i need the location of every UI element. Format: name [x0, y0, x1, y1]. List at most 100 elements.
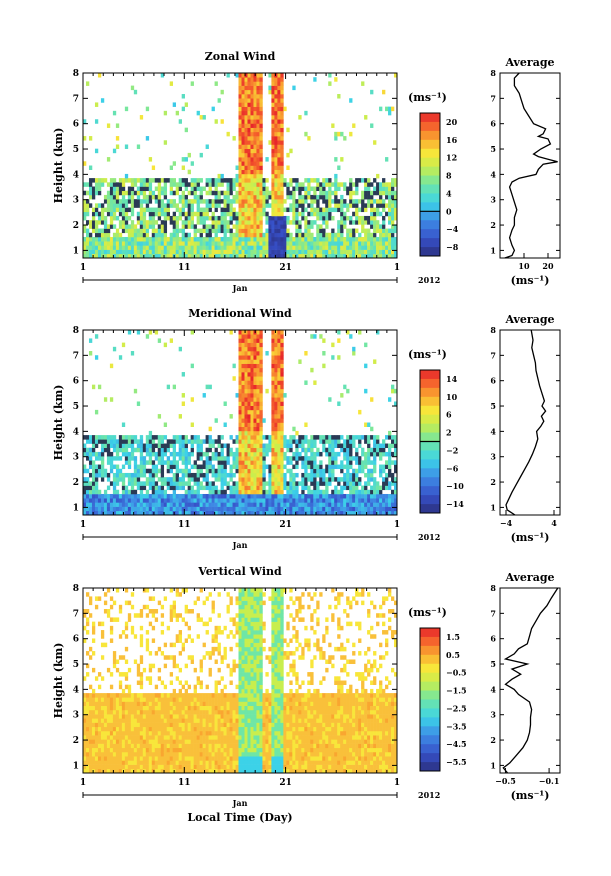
profile-y-tick-label: 5 — [490, 659, 496, 669]
colorbar-segment — [420, 762, 440, 772]
profile-y-tick-label: 5 — [490, 144, 496, 154]
month-label: Jan — [232, 540, 248, 550]
colorbar-segment — [420, 459, 440, 469]
panel-title: Vertical Wind — [197, 565, 282, 578]
profile-y-tick-label: 7 — [490, 350, 496, 360]
y-tick-label: 4 — [73, 170, 79, 180]
colorbar-tick-label: −2 — [446, 445, 458, 455]
y-tick-label: 6 — [73, 377, 79, 387]
x-tick-label: 1 — [80, 263, 86, 273]
colorbar-segment — [420, 387, 440, 398]
y-tick-label: 1 — [73, 246, 79, 256]
profile-x-tick-label: 20 — [542, 261, 554, 271]
x-tick-label: 11 — [178, 263, 191, 273]
y-axis-label: Height (km) — [52, 385, 65, 461]
y-tick-label: 5 — [73, 145, 79, 155]
colorbar: (ms⁻¹) 1.5 0.5 −0.5 −1.5 −2.5 −3.5 −4.5 −5.5 — [408, 606, 467, 772]
colorbar-segment — [420, 370, 440, 380]
y-tick-label: 5 — [73, 402, 79, 412]
colorbar-segment — [420, 378, 440, 389]
profile-y-tick-label: 3 — [490, 710, 496, 720]
colorbar-segment — [420, 148, 440, 159]
profile-y-tick-label: 5 — [490, 401, 496, 411]
colorbar-segment — [420, 477, 440, 487]
colorbar-segment — [420, 486, 440, 496]
colorbar-tick-label: 10 — [446, 392, 458, 402]
y-tick-label: 1 — [73, 503, 79, 513]
x-tick-label: 11 — [178, 520, 191, 530]
colorbar-segment — [420, 708, 440, 718]
colorbar-segment — [420, 726, 440, 736]
colorbar-segment — [420, 238, 440, 248]
profile-y-tick-label: 6 — [490, 376, 496, 386]
profile-x-tick-label: 4 — [551, 518, 557, 528]
colorbar-tick-label: −3.5 — [446, 721, 467, 731]
profile-x-label: (ms⁻¹) — [511, 789, 550, 802]
y-tick-label: 7 — [73, 94, 79, 104]
plot-frame — [82, 329, 398, 516]
year-label: 2012 — [418, 532, 440, 542]
x-tick-label: 11 — [178, 778, 191, 788]
colorbar: (ms⁻¹) 20 16 12 8 4 0 −4 −8 — [408, 91, 459, 257]
colorbar-segment — [420, 405, 440, 416]
heatmap-field — [83, 588, 398, 774]
profile-y-tick-label: 4 — [490, 426, 496, 436]
colorbar-segment — [420, 414, 440, 425]
colorbar-tick-label: 16 — [446, 135, 458, 145]
panel-title: Meridional Wind — [188, 307, 292, 320]
colorbar-segment — [420, 184, 440, 194]
profile-y-tick-label: 1 — [490, 245, 496, 255]
profile-x-tick-label: −0.1 — [539, 776, 560, 786]
plot-frame — [82, 587, 398, 774]
x-tick-label: 1 — [394, 520, 400, 530]
profile-y-tick-label: 1 — [490, 502, 496, 512]
profile-title: Average — [504, 571, 554, 584]
profile-frame — [499, 72, 561, 259]
y-tick-label: 2 — [73, 221, 79, 231]
colorbar-unit: (ms⁻¹) — [408, 348, 447, 361]
panel-title: Zonal Wind — [205, 50, 276, 63]
plot-frame — [82, 72, 398, 259]
profile-x-label: (ms⁻¹) — [511, 531, 550, 544]
colorbar-segment — [420, 654, 440, 665]
colorbar-tick-label: 6 — [446, 410, 452, 420]
colorbar-segment — [420, 130, 440, 141]
profile-title: Average — [504, 313, 554, 326]
colorbar-tick-label: 14 — [446, 374, 458, 384]
colorbar-tick-label: −1.5 — [446, 686, 467, 696]
colorbar-segment — [420, 504, 440, 514]
colorbar-tick-label: −4.5 — [446, 739, 467, 749]
profile-x-label: (ms⁻¹) — [511, 274, 550, 287]
colorbar-tick-label: −4 — [446, 224, 459, 234]
colorbar-segment — [420, 468, 440, 478]
y-tick-label: 6 — [73, 120, 79, 130]
profile-y-tick-label: 6 — [490, 634, 496, 644]
colorbar-segment — [420, 645, 440, 656]
month-bar-end — [82, 534, 398, 540]
profile-frame — [499, 329, 561, 516]
colorbar-segment — [420, 229, 440, 239]
profile-y-tick-label: 1 — [490, 760, 496, 770]
profile-y-tick-label: 4 — [490, 684, 496, 694]
colorbar-segment — [420, 157, 440, 168]
colorbar-segment — [420, 247, 440, 257]
x-tick-label: 1 — [394, 778, 400, 788]
colorbar-segment — [420, 628, 440, 638]
month-bar-end — [82, 277, 398, 283]
profile-x-tick-label: −4 — [500, 518, 513, 528]
month-label: Jan — [232, 798, 248, 808]
x-tick-label: 1 — [80, 520, 86, 530]
colorbar-segment — [420, 681, 440, 691]
colorbar-segment — [420, 441, 440, 451]
x-axis-label: Local Time (Day) — [187, 811, 292, 824]
colorbar-segment — [420, 202, 440, 212]
month-bar-end — [82, 792, 398, 798]
y-tick-label: 6 — [73, 635, 79, 645]
y-tick-label: 1 — [73, 761, 79, 771]
y-tick-label: 2 — [73, 736, 79, 746]
month-label: Jan — [232, 283, 248, 293]
profile-y-tick-label: 3 — [490, 195, 496, 205]
colorbar-tick-label: 1.5 — [446, 632, 460, 642]
